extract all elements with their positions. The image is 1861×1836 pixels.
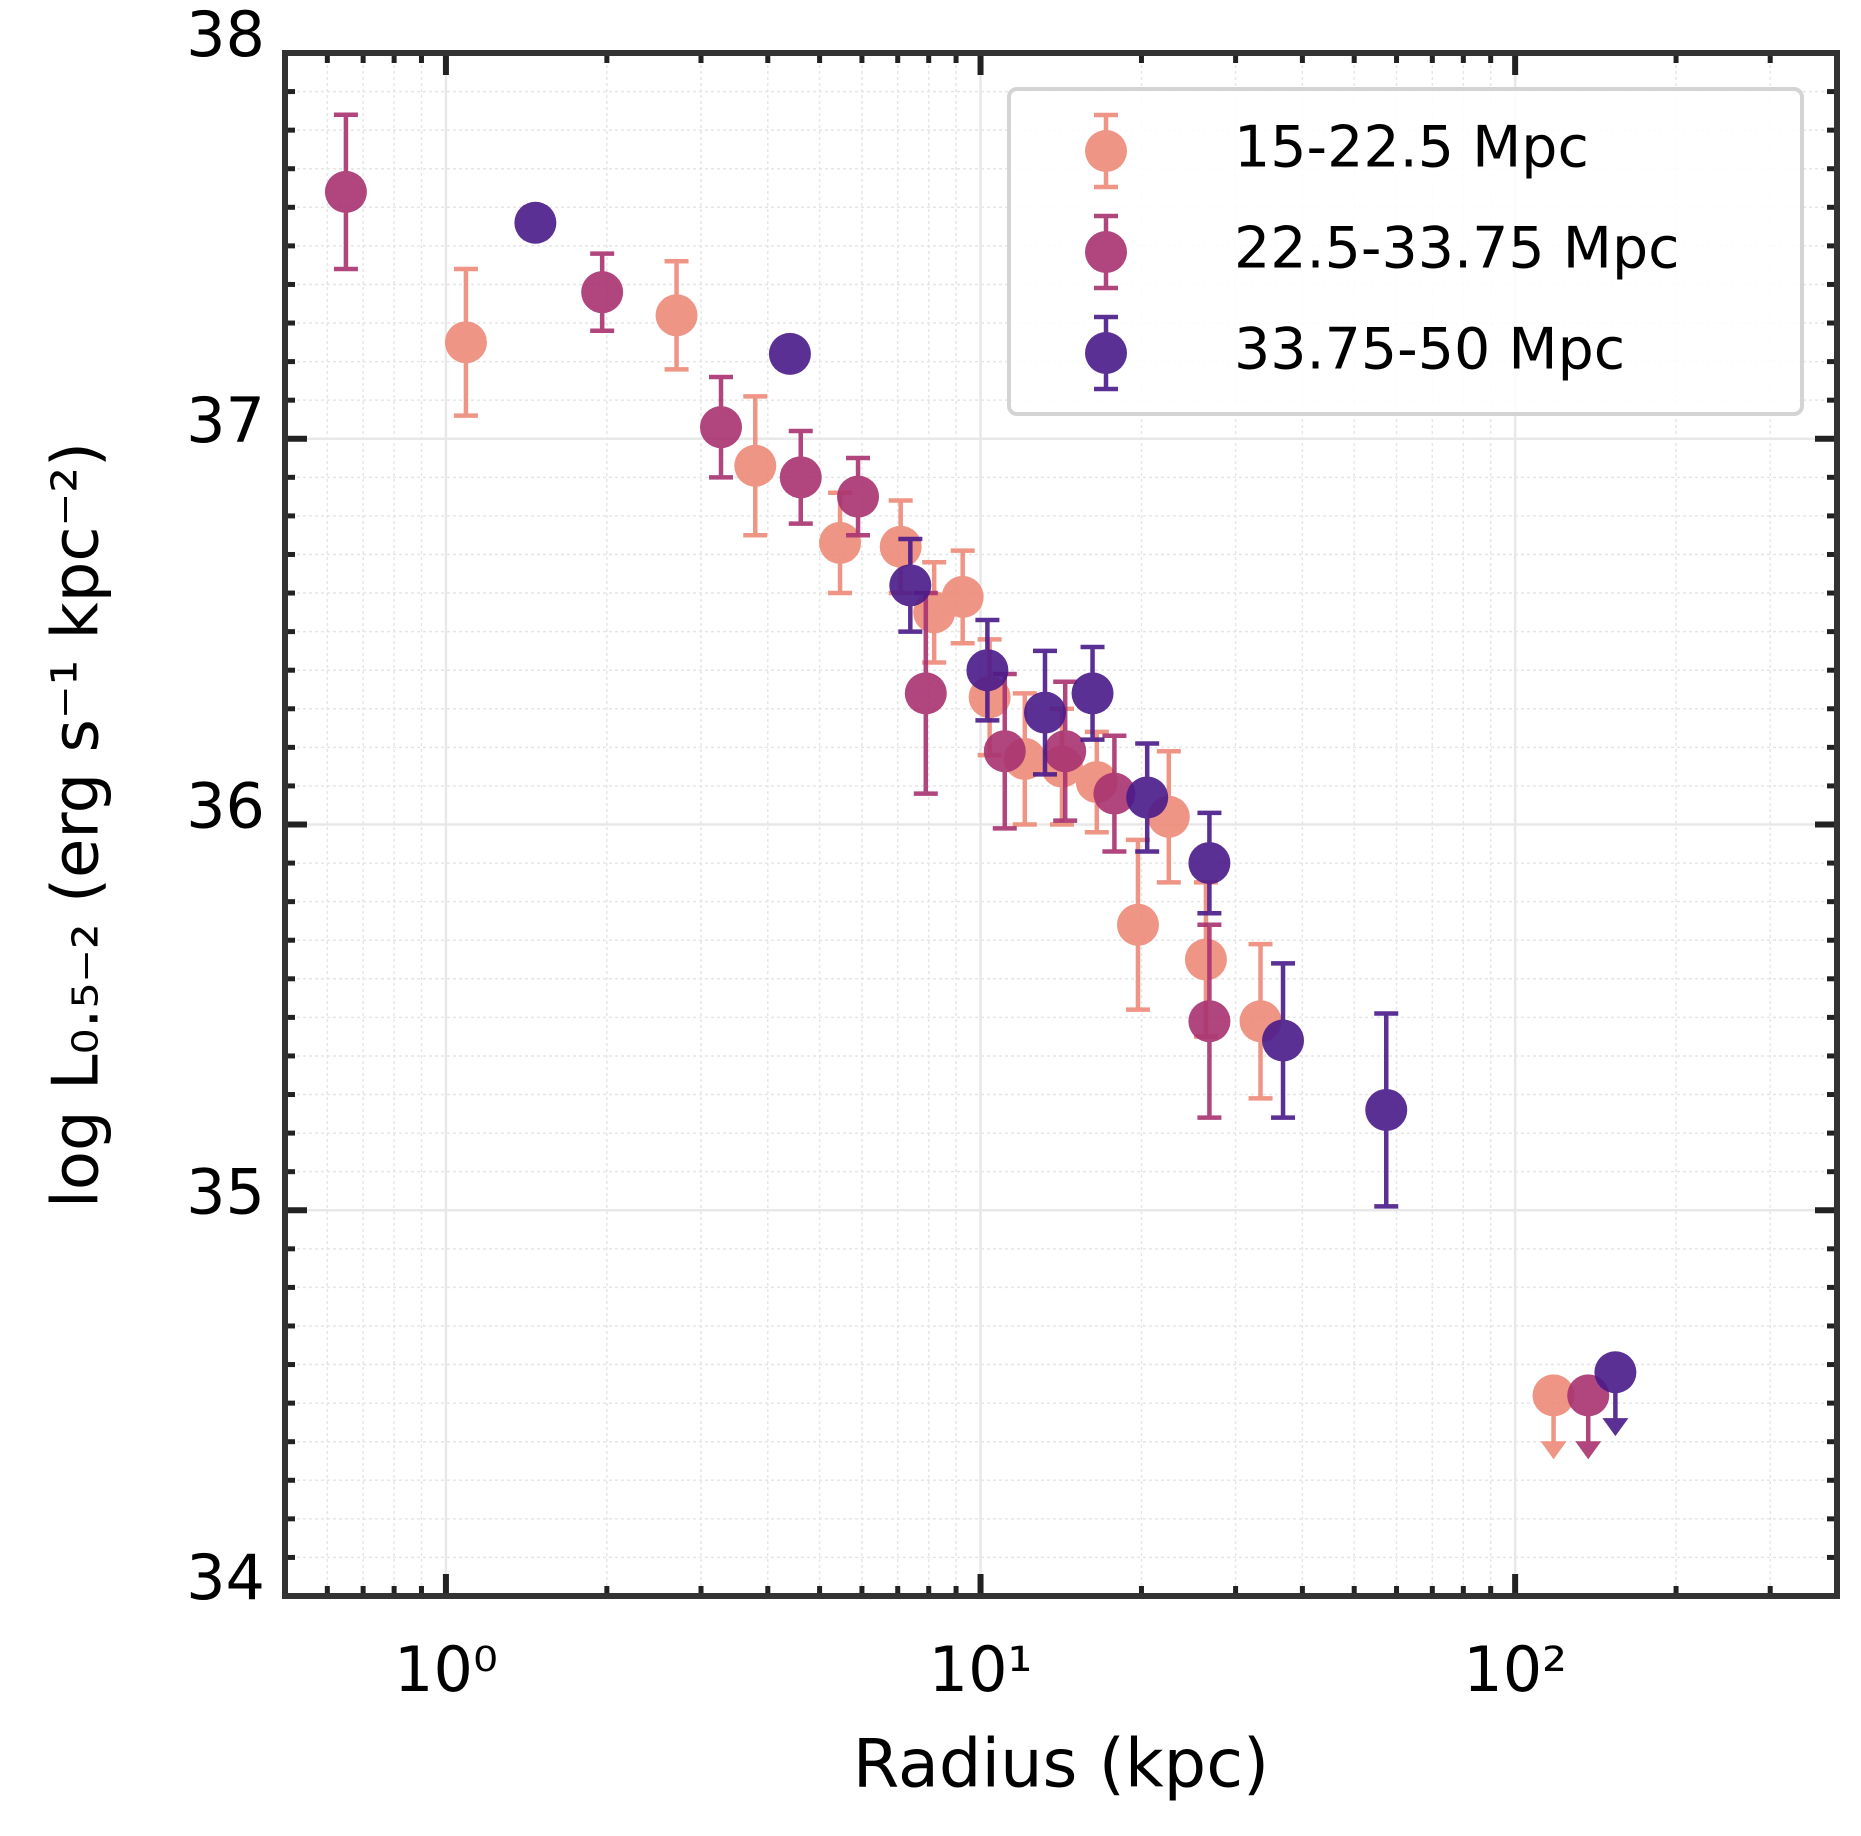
series: [444, 259, 1575, 1460]
point: [1071, 672, 1114, 715]
legend-entry: [1085, 314, 1127, 392]
point: [1594, 1351, 1637, 1394]
legend-label: 22.5-33.75 Mpc: [1234, 216, 1679, 282]
point: [734, 444, 777, 487]
y-tick-label: 34: [186, 1541, 265, 1614]
y-tick-label: 38: [186, 0, 265, 71]
point: [1126, 776, 1169, 819]
point: [879, 525, 922, 568]
y-tick-label: 37: [186, 384, 265, 457]
y-axis-label: log L₀.₅₋₂ (erg s⁻¹ kpc⁻²): [40, 442, 114, 1208]
point: [1023, 691, 1066, 734]
plot-frame: [282, 50, 1840, 1599]
x-tick-label: 10²: [1463, 1633, 1567, 1706]
point: [1365, 1088, 1408, 1131]
legend-label: 33.75-50 Mpc: [1234, 317, 1625, 383]
point: [444, 321, 487, 364]
point: [768, 332, 811, 375]
series: [514, 201, 1637, 1437]
point: [1044, 730, 1087, 773]
upper-limit-head: [1602, 1418, 1629, 1437]
point: [700, 406, 743, 449]
legend-entry: [1085, 112, 1127, 190]
legend-marker: [1085, 332, 1127, 374]
point: [983, 730, 1026, 773]
point: [1262, 1019, 1305, 1062]
legend-marker: [1085, 231, 1127, 273]
upper-limit-head: [1540, 1441, 1567, 1460]
point: [1188, 1000, 1231, 1043]
point: [779, 456, 822, 499]
x-tick-label: 10⁰: [394, 1633, 498, 1706]
point: [904, 672, 947, 715]
point: [819, 521, 862, 564]
point: [324, 170, 367, 213]
point: [1532, 1374, 1575, 1417]
point: [1116, 903, 1159, 946]
legend-marker: [1085, 130, 1127, 172]
point: [941, 575, 984, 618]
x-tick-label: 10¹: [929, 1633, 1033, 1706]
x-axis-label: Radius (kpc): [853, 1725, 1269, 1803]
point: [1093, 772, 1136, 815]
point: [966, 649, 1009, 692]
legend-box: [1007, 87, 1804, 416]
y-tick-label: 35: [186, 1155, 265, 1228]
point: [655, 294, 698, 337]
series: [324, 112, 1610, 1460]
point: [837, 475, 880, 518]
y-tick-label: 36: [186, 770, 265, 843]
point: [889, 564, 932, 607]
point: [1188, 842, 1231, 885]
point: [1184, 938, 1227, 981]
legend-entry: [1085, 213, 1127, 291]
point: [514, 201, 557, 244]
upper-limit-head: [1575, 1441, 1602, 1460]
legend-label: 15-22.5 Mpc: [1234, 115, 1589, 181]
point: [581, 271, 624, 314]
